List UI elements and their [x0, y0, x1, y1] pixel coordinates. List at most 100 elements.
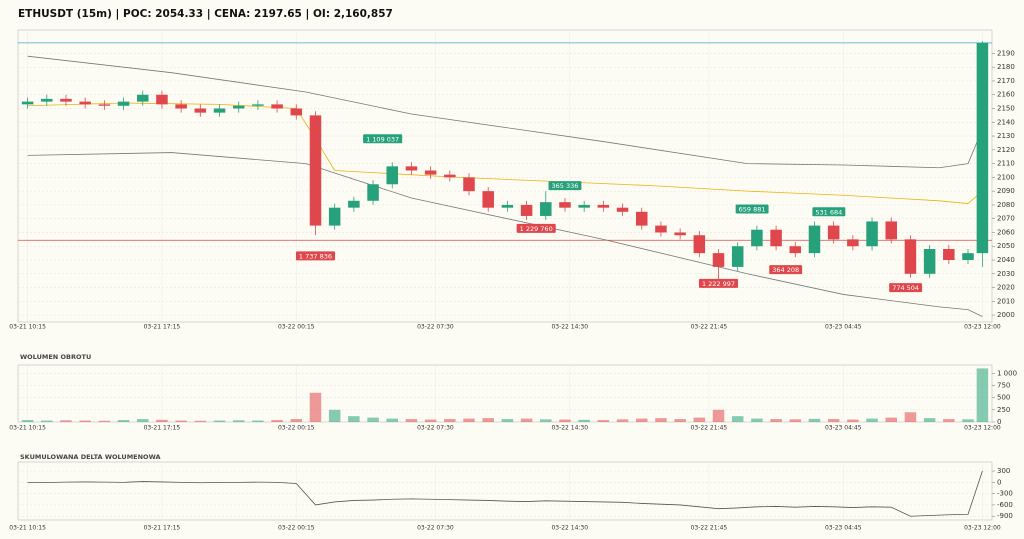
volume-bar	[943, 419, 955, 422]
annotation-label: 1 109 037	[366, 135, 399, 143]
volume-bar	[962, 419, 974, 422]
panel-frame	[17, 29, 993, 323]
candle-body	[770, 229, 782, 247]
y-tick-label: -900	[997, 512, 1013, 520]
candle-body	[847, 239, 859, 247]
candle-body	[501, 204, 514, 208]
volume-bar	[976, 368, 989, 422]
volume-bar	[655, 418, 667, 422]
y-tick-label: 250	[997, 406, 1010, 414]
y-tick-label: 2020	[997, 284, 1015, 292]
candle-body	[751, 229, 763, 247]
volume-bar	[463, 418, 475, 422]
annotation-label: 1 229 760	[520, 225, 553, 233]
y-tick-label: 2130	[997, 132, 1015, 140]
y-tick-label: 2040	[997, 256, 1015, 264]
candle-body	[827, 225, 840, 240]
annotation-label: 774 504	[892, 284, 919, 292]
annotation-label: 365 336	[552, 182, 579, 190]
x-tick-label: 03-22 14:30	[551, 525, 588, 532]
candle-body	[348, 200, 360, 208]
y-tick-label: 2030	[997, 270, 1015, 278]
x-tick-label: 03-22 14:30	[551, 324, 588, 331]
volume-bar	[41, 420, 53, 422]
volume-bar	[923, 418, 936, 422]
panel-title: WOLUMEN OBROTU	[20, 353, 91, 361]
y-tick-label: 2160	[997, 91, 1015, 99]
x-tick-label: 03-21 10:15	[9, 525, 46, 532]
volume-bar	[213, 420, 226, 422]
volume-bar	[424, 419, 437, 422]
y-tick-label: 2150	[997, 105, 1015, 113]
volume-bar	[501, 419, 514, 422]
candle-body	[482, 191, 494, 208]
candle-body	[175, 104, 187, 109]
y-tick-label: 2100	[997, 173, 1015, 181]
volume-bar	[175, 420, 187, 422]
y-tick-label: 2140	[997, 118, 1015, 126]
annotation-box	[548, 181, 582, 191]
candle-body	[41, 98, 53, 102]
y-tick-label: 2070	[997, 215, 1015, 223]
volume-bar	[520, 418, 533, 422]
y-tick-label: 500	[997, 394, 1010, 402]
y-tick-label: 2090	[997, 187, 1015, 195]
volume-bar	[117, 420, 130, 422]
candle-body	[520, 204, 533, 216]
candle-body	[328, 207, 341, 226]
candle-body	[156, 94, 168, 105]
x-tick-label: 03-22 07:30	[417, 324, 454, 331]
annotation-box	[812, 207, 846, 217]
panel-frame	[17, 461, 993, 521]
y-tick-label: 2060	[997, 228, 1015, 236]
volume-bar	[827, 419, 840, 422]
x-tick-label: 03-23 04:45	[825, 324, 862, 331]
candle-body	[943, 249, 955, 261]
candle-body	[444, 174, 456, 178]
volume-bar	[367, 417, 379, 422]
volume-bar	[290, 419, 303, 422]
y-tick-label: 2120	[997, 146, 1015, 154]
annotation-box	[363, 134, 403, 144]
volume-bar	[444, 419, 456, 422]
x-tick-label: 03-23 12:00	[964, 324, 1001, 331]
volume-bar	[885, 417, 897, 422]
annotation-box	[735, 204, 769, 214]
panel-title: SKUMULOWANA DELTA WOLUMENOWA	[20, 453, 161, 461]
volume-bar	[770, 419, 782, 422]
candle-body	[923, 249, 936, 274]
candle-body	[60, 98, 72, 102]
volume-bar	[866, 418, 878, 422]
candle-body	[962, 253, 974, 261]
volume-bar	[194, 420, 207, 422]
candle-body	[976, 42, 989, 254]
volume-bar	[156, 419, 168, 422]
x-tick-label: 03-21 17:15	[144, 525, 181, 532]
candle-body	[271, 104, 283, 109]
candle-body	[405, 166, 418, 171]
volume-bar	[271, 420, 283, 422]
volume-bar	[386, 418, 399, 422]
y-tick-label: 0	[997, 478, 1001, 486]
volume-bar	[482, 418, 494, 422]
x-tick-label: 03-22 00:15	[278, 324, 315, 331]
candle-body	[635, 211, 648, 226]
volume-bar	[309, 392, 322, 422]
y-tick-label: 2000	[997, 311, 1015, 319]
x-tick-label: 03-22 21:45	[691, 324, 728, 331]
volume-bar	[21, 420, 34, 422]
candle-body	[424, 170, 437, 175]
candle-body	[789, 246, 802, 254]
panel-frame	[17, 364, 993, 423]
x-tick-label: 03-22 00:15	[278, 525, 315, 532]
candle-body	[136, 94, 149, 102]
volume-bar	[674, 419, 686, 422]
candle-body	[616, 207, 629, 212]
chart-title: ETHUSDT (15m) | POC: 2054.33 | CENA: 219…	[18, 8, 393, 20]
annotation-box	[516, 223, 556, 233]
volume-bar	[808, 418, 821, 422]
y-tick-label: 750	[997, 381, 1010, 389]
volume-bar	[789, 419, 802, 422]
x-tick-label: 03-22 21:45	[691, 525, 728, 532]
